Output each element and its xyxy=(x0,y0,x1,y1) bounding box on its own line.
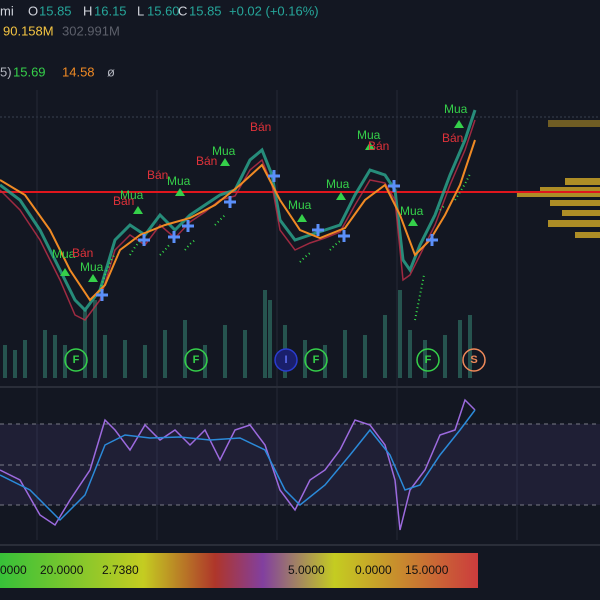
close-value: 15.85 xyxy=(189,3,222,18)
sell-label: Bán xyxy=(442,131,463,145)
high-value: 16.15 xyxy=(94,3,127,18)
indicator-slow: 14.58 xyxy=(62,64,95,79)
buy-label: Mua xyxy=(357,128,381,142)
strip-value: 2.7380 xyxy=(102,563,139,577)
sell-label: Bán xyxy=(368,139,389,153)
event-markers: F F I F F S xyxy=(64,348,486,372)
sell-label: Bán xyxy=(147,168,168,182)
buy-label: Mua xyxy=(120,188,144,202)
marker-label: F xyxy=(313,354,320,366)
buy-label: Mua xyxy=(52,247,76,261)
grid xyxy=(0,90,600,546)
sell-label: Bán xyxy=(72,246,93,260)
indicator-extra: ø xyxy=(107,64,115,79)
volume-bars xyxy=(3,290,472,378)
sell-signals: Bán Bán Bán Bán Bán Bán Bán xyxy=(72,120,463,260)
heat-strip xyxy=(0,553,478,588)
strip-value: 0.0000 xyxy=(355,563,392,577)
volume-average: 302.991M xyxy=(62,23,120,38)
buy-label: Mua xyxy=(326,177,350,191)
buy-signals: Mua Mua Mua Mua Mua Mua Mua Mua Mua Mua xyxy=(52,102,468,282)
cross-signals xyxy=(96,170,438,301)
symbol-suffix: mi xyxy=(0,3,14,18)
buy-label: Mua xyxy=(444,102,468,116)
open-label: O xyxy=(28,3,38,18)
indicator-suffix: 5) xyxy=(0,64,12,79)
low-value: 15.60 xyxy=(147,3,180,18)
low-label: L xyxy=(137,3,144,18)
change-value: +0.02 (+0.16%) xyxy=(229,3,319,18)
sell-label: Bán xyxy=(196,154,217,168)
sell-label: Bán xyxy=(113,194,134,208)
high-label: H xyxy=(83,3,92,18)
open-value: 15.85 xyxy=(39,3,72,18)
buy-label: Mua xyxy=(167,174,191,188)
buy-label: Mua xyxy=(288,198,312,212)
strip-value: 20.0000 xyxy=(40,563,84,577)
close-label: C xyxy=(178,3,187,18)
volume-value: 90.158M xyxy=(3,23,54,38)
volume-profile xyxy=(517,120,600,238)
sell-label: Bán xyxy=(250,120,271,134)
signal-line xyxy=(0,409,476,522)
indicator-fast: 15.69 xyxy=(13,64,46,79)
price-line xyxy=(0,109,477,313)
buy-label: Mua xyxy=(400,204,424,218)
buy-label: Mua xyxy=(80,260,104,274)
moving-average xyxy=(0,139,476,302)
marker-label: F xyxy=(425,354,432,366)
buy-label: Mua xyxy=(212,144,236,158)
marker-label: F xyxy=(193,354,200,366)
strip-value: 15.0000 xyxy=(405,563,449,577)
strip-value: 0000 xyxy=(0,563,27,577)
price-shadow xyxy=(0,119,476,321)
marker-label: S xyxy=(470,354,477,366)
strip-value: 5.0000 xyxy=(288,563,325,577)
marker-label: I xyxy=(284,354,287,366)
marker-label: F xyxy=(73,354,80,366)
oscillator-line xyxy=(0,398,476,531)
